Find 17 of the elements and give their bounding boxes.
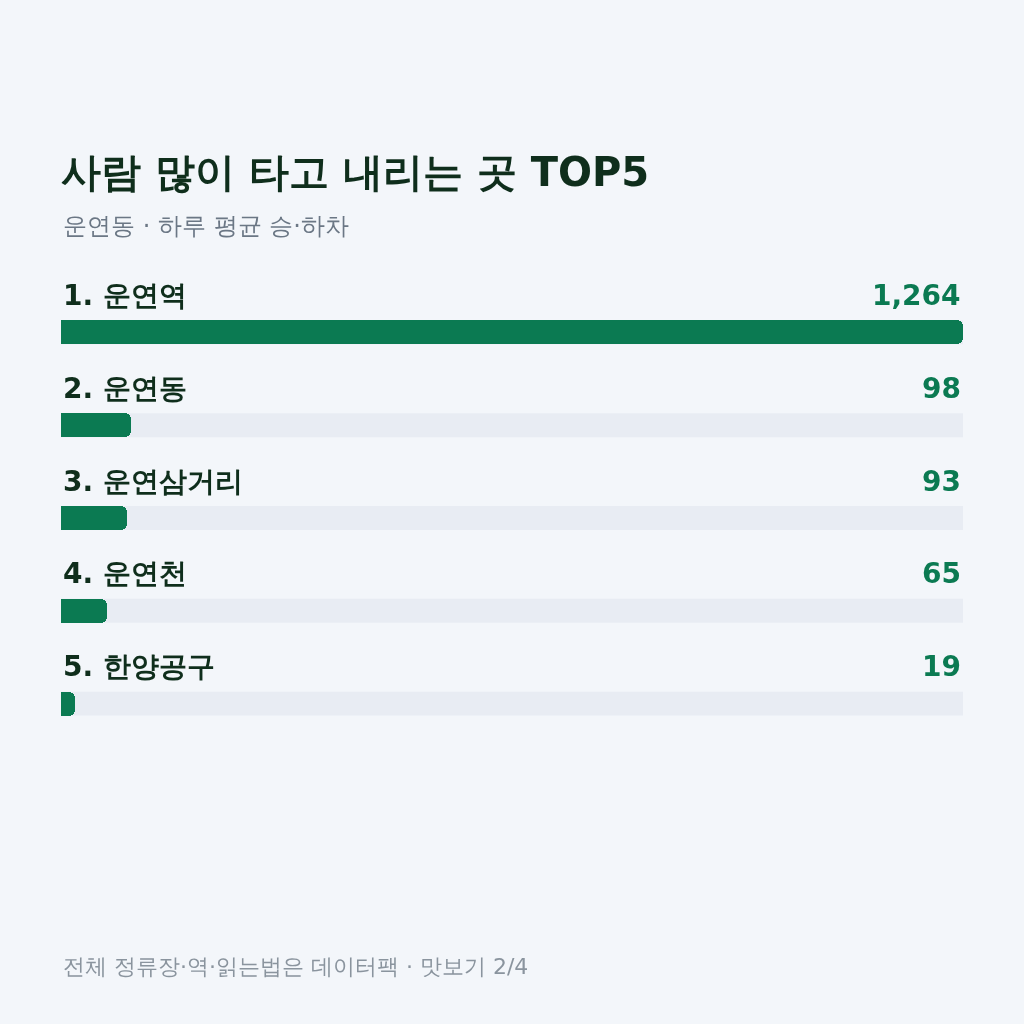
chart-subtitle: 운연동 · 하루 평균 승·하차 <box>63 212 349 240</box>
data-label: 1,264 <box>872 279 961 312</box>
y-tick-label: 1. 운연역 <box>63 279 187 312</box>
bar <box>61 692 75 716</box>
y-tick-label: 2. 운연동 <box>63 372 187 405</box>
data-label: 19 <box>922 650 961 683</box>
bar <box>61 506 127 530</box>
y-tick-label: 5. 한양공구 <box>63 650 215 683</box>
data-label: 98 <box>922 372 961 405</box>
bar <box>61 413 131 437</box>
chart-title: 사람 많이 타고 내리는 곳 TOP5 <box>61 149 650 195</box>
bar <box>61 599 107 623</box>
y-tick-label: 4. 운연천 <box>63 557 187 590</box>
y-tick-label: 3. 운연삼거리 <box>63 465 243 498</box>
data-label: 93 <box>922 465 961 498</box>
data-label: 65 <box>922 557 961 590</box>
text: 전체 정류장·역·읽는법은 데이터팩 · 맛보기 2/4 <box>63 954 529 979</box>
